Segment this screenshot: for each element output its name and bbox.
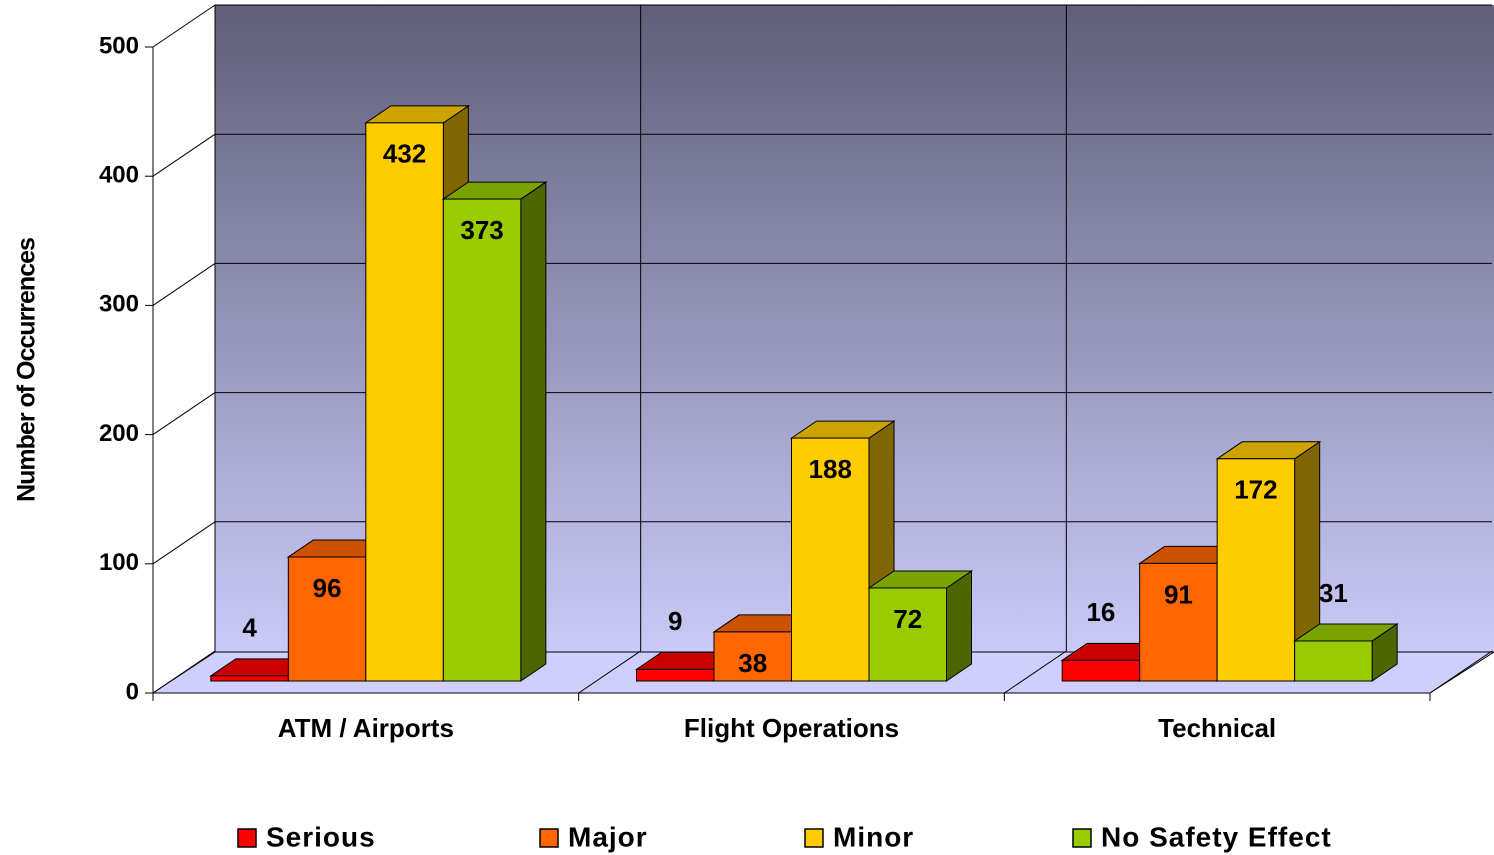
bar — [1061, 659, 1141, 682]
floor-divider — [1004, 650, 1067, 694]
data-label: 172 — [1234, 475, 1277, 505]
legend-label: Serious — [266, 821, 376, 852]
y-tick-label: 500 — [99, 32, 139, 59]
data-label: 38 — [738, 648, 767, 678]
bar — [1139, 562, 1218, 682]
floor-divider — [578, 650, 641, 694]
bar — [287, 556, 367, 682]
bar — [713, 631, 792, 682]
side-grid-line — [152, 133, 216, 177]
data-label: 4 — [242, 613, 257, 643]
y-tick-label: 300 — [99, 291, 139, 318]
y-tick-label: 400 — [99, 162, 139, 189]
bar — [1216, 458, 1296, 682]
floor-divider — [152, 650, 216, 694]
bar-side — [946, 570, 972, 682]
bar-side — [520, 181, 547, 682]
bar — [365, 122, 444, 682]
x-tick-label: ATM / Airports — [278, 713, 454, 743]
data-label: 16 — [1086, 597, 1115, 627]
y-tick-label: 100 — [99, 549, 139, 576]
data-label: 432 — [383, 139, 426, 169]
x-tick-label: Technical — [1158, 713, 1276, 743]
side-grid-line — [152, 262, 216, 306]
y-axis-title: Number of Occurrences — [13, 238, 41, 502]
data-label: 373 — [460, 215, 503, 245]
bar — [868, 587, 947, 682]
side-grid-line — [152, 521, 216, 565]
legend-swatch — [237, 828, 257, 848]
data-label: 188 — [809, 454, 852, 484]
legend-swatch — [804, 828, 824, 848]
legend-swatch — [539, 828, 559, 848]
data-label: 9 — [668, 606, 682, 636]
legend-label: No Safety Effect — [1101, 821, 1332, 852]
bar — [791, 437, 870, 682]
side-grid-line — [152, 4, 216, 48]
data-label: 31 — [1319, 578, 1348, 608]
floor-divider — [1429, 650, 1493, 694]
legend-label: Major — [568, 821, 648, 852]
legend-label: Minor — [833, 821, 914, 852]
x-tick-label: Flight Operations — [684, 713, 899, 743]
y-tick-label: 0 — [126, 678, 139, 705]
legend-swatch — [1072, 828, 1092, 848]
data-label: 91 — [1164, 579, 1193, 609]
y-tick-label: 200 — [99, 420, 139, 447]
bar — [210, 675, 289, 682]
data-label: 96 — [313, 573, 342, 603]
data-label: 72 — [893, 604, 922, 634]
side-grid-line — [152, 392, 216, 436]
bar — [442, 198, 522, 682]
bar — [636, 668, 715, 682]
bar — [1294, 640, 1373, 682]
